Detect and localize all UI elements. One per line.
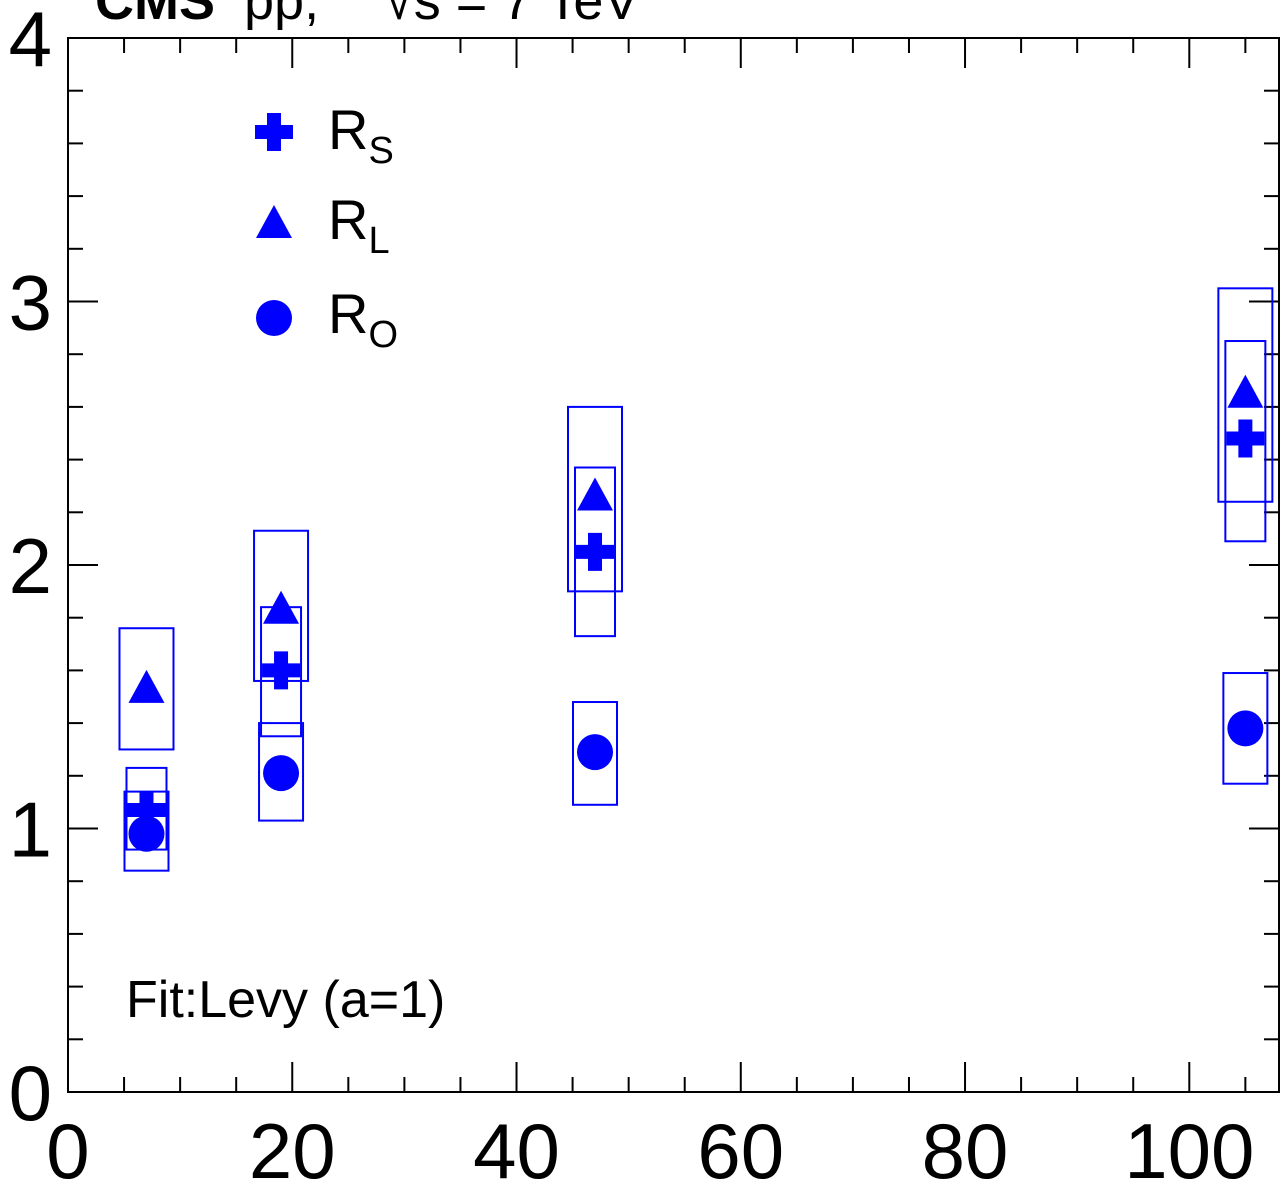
- data-point-circle: [263, 755, 300, 792]
- legend-markers: [255, 113, 293, 336]
- data-point-triangle: [263, 590, 300, 624]
- experiment-label: CMS: [95, 0, 215, 31]
- x-tick-label: 20: [249, 1107, 336, 1188]
- data-markers: [127, 374, 1265, 852]
- y-tick-label: 0: [9, 1049, 52, 1137]
- sys-box: [258, 722, 305, 822]
- data-point-circle: [1227, 710, 1264, 747]
- y-tick-label: 1: [9, 786, 52, 874]
- data-point-triangle: [128, 669, 165, 703]
- legend-marker-circle: [256, 300, 292, 336]
- x-tick-label: 100: [1124, 1107, 1254, 1188]
- header-title: CMS pp, √s = 7 TeV: [95, 0, 639, 32]
- data-point-triangle: [1227, 374, 1264, 408]
- y-tick-label: 3: [9, 259, 52, 347]
- energy-label: √s = 7 TeV: [384, 0, 640, 31]
- legend-marker-cross: [255, 113, 293, 151]
- sys-box: [1222, 672, 1269, 785]
- axis-tick-labels: 0 20 40 60 80 100 0 1 2 3 4: [9, 0, 1255, 1188]
- sys-box: [572, 701, 619, 806]
- fit-annotation: Fit:Levy (a=1): [126, 971, 446, 1029]
- x-tick-label: 0: [46, 1107, 89, 1188]
- plot-frame: [67, 37, 1280, 1093]
- data-point-cross: [127, 791, 166, 830]
- sys-box: [567, 405, 624, 593]
- legend-label-rs: RS: [328, 98, 394, 172]
- x-tick-label: 80: [922, 1107, 1009, 1188]
- data-point-cross: [576, 532, 615, 571]
- y-tick-label: 4: [9, 0, 52, 83]
- x-tick-label: 60: [697, 1107, 784, 1188]
- data-point-circle: [577, 734, 614, 771]
- data-point-cross: [262, 651, 301, 690]
- sys-box: [1224, 340, 1267, 543]
- legend-label-ro: RO: [328, 282, 399, 356]
- data-point-triangle: [577, 477, 614, 511]
- data-point-circle: [128, 815, 165, 852]
- legend-marker-triangle: [256, 205, 292, 238]
- data-point-cross: [1226, 419, 1265, 458]
- y-tick-label: 2: [9, 522, 52, 610]
- sys-box: [118, 627, 175, 751]
- legend-label-rl: RL: [328, 188, 390, 262]
- collision-label: pp,: [244, 0, 320, 31]
- sys-box: [574, 466, 617, 638]
- sys-box: [1217, 287, 1274, 503]
- x-tick-label: 40: [473, 1107, 560, 1188]
- axis-ticks: [67, 37, 1279, 1093]
